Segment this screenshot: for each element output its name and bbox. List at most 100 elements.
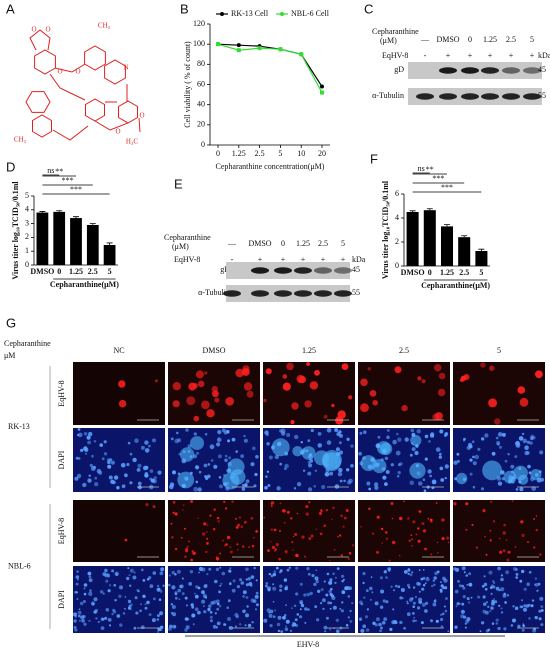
dot bbox=[456, 602, 460, 606]
dot bbox=[388, 559, 391, 562]
dot bbox=[90, 601, 96, 606]
dot bbox=[412, 619, 416, 623]
significance-label: *** bbox=[62, 176, 74, 185]
atom-label: CH₃ bbox=[14, 136, 27, 144]
dot bbox=[332, 572, 335, 575]
x-tick-label: 5 bbox=[278, 149, 282, 158]
dot bbox=[500, 574, 504, 577]
bar bbox=[406, 212, 419, 266]
dot bbox=[446, 536, 450, 540]
dot bbox=[229, 626, 233, 630]
dot bbox=[365, 628, 370, 632]
dot bbox=[522, 624, 525, 628]
dot bbox=[389, 627, 393, 632]
point bbox=[299, 52, 304, 57]
dot bbox=[427, 517, 430, 520]
dot bbox=[512, 567, 517, 571]
dot bbox=[328, 580, 333, 585]
dot bbox=[223, 544, 226, 547]
dot bbox=[212, 624, 217, 629]
dot bbox=[225, 429, 230, 434]
dot bbox=[97, 620, 100, 623]
dot bbox=[536, 589, 539, 592]
size-label: 55 bbox=[538, 91, 546, 100]
dot bbox=[84, 447, 89, 452]
dot bbox=[314, 576, 319, 581]
dot bbox=[282, 509, 286, 513]
dot bbox=[453, 567, 457, 571]
dot bbox=[456, 459, 460, 463]
dot bbox=[244, 624, 247, 627]
dot bbox=[411, 538, 413, 541]
dot bbox=[339, 534, 342, 537]
dot bbox=[90, 466, 96, 471]
dot bbox=[204, 432, 208, 436]
dot bbox=[191, 613, 196, 618]
dot bbox=[174, 547, 178, 551]
dot bbox=[465, 502, 469, 506]
dot bbox=[116, 486, 120, 490]
dot bbox=[531, 486, 536, 491]
dot bbox=[224, 507, 228, 510]
dot bbox=[300, 603, 305, 608]
dot bbox=[273, 550, 276, 552]
dot bbox=[181, 592, 185, 596]
sign-label: + bbox=[258, 255, 263, 264]
dot bbox=[404, 437, 409, 442]
dot bbox=[157, 470, 162, 475]
dot bbox=[526, 440, 531, 444]
dot bbox=[116, 614, 121, 618]
dot bbox=[108, 624, 112, 627]
dot bbox=[403, 627, 406, 630]
dot bbox=[362, 572, 366, 576]
dot bbox=[119, 623, 123, 627]
dot bbox=[195, 585, 199, 589]
dot bbox=[251, 621, 254, 624]
x-axis-label: Cepharanthine(μM) bbox=[421, 281, 490, 290]
dot bbox=[397, 437, 402, 442]
dot bbox=[281, 431, 286, 436]
dot bbox=[306, 567, 310, 571]
dot bbox=[528, 570, 532, 574]
dot bbox=[185, 549, 189, 553]
dot bbox=[305, 505, 309, 509]
dot bbox=[320, 588, 324, 592]
dot bbox=[341, 363, 349, 370]
dot bbox=[241, 487, 246, 491]
dot bbox=[296, 482, 302, 487]
dot bbox=[380, 589, 385, 594]
dot bbox=[132, 457, 137, 463]
dot bbox=[416, 606, 421, 610]
dot bbox=[255, 530, 258, 533]
dot bbox=[435, 447, 441, 452]
dot bbox=[203, 463, 208, 468]
dot bbox=[76, 598, 79, 600]
dot bbox=[146, 577, 150, 581]
dot bbox=[526, 540, 530, 544]
dot bbox=[326, 572, 330, 576]
dot bbox=[432, 579, 435, 582]
dot bbox=[483, 582, 488, 587]
dot bbox=[156, 614, 160, 618]
dot bbox=[105, 608, 110, 612]
dot bbox=[323, 414, 328, 419]
x-tick-label: 2.5 bbox=[459, 268, 469, 277]
legend-label: NBL-6 Cell bbox=[291, 9, 330, 18]
dot bbox=[341, 601, 344, 604]
dot bbox=[399, 620, 403, 625]
dot bbox=[114, 599, 117, 602]
dot bbox=[377, 435, 381, 439]
dot bbox=[340, 554, 343, 557]
ring bbox=[85, 98, 105, 122]
dot bbox=[280, 630, 284, 633]
dot bbox=[427, 469, 432, 474]
dot bbox=[533, 518, 536, 520]
dot bbox=[74, 628, 78, 632]
dot bbox=[534, 577, 538, 580]
dot bbox=[283, 521, 286, 524]
micrograph-bg bbox=[453, 500, 545, 562]
blob bbox=[513, 465, 528, 481]
dot bbox=[538, 609, 542, 613]
dot bbox=[502, 531, 506, 535]
dot bbox=[144, 465, 149, 470]
